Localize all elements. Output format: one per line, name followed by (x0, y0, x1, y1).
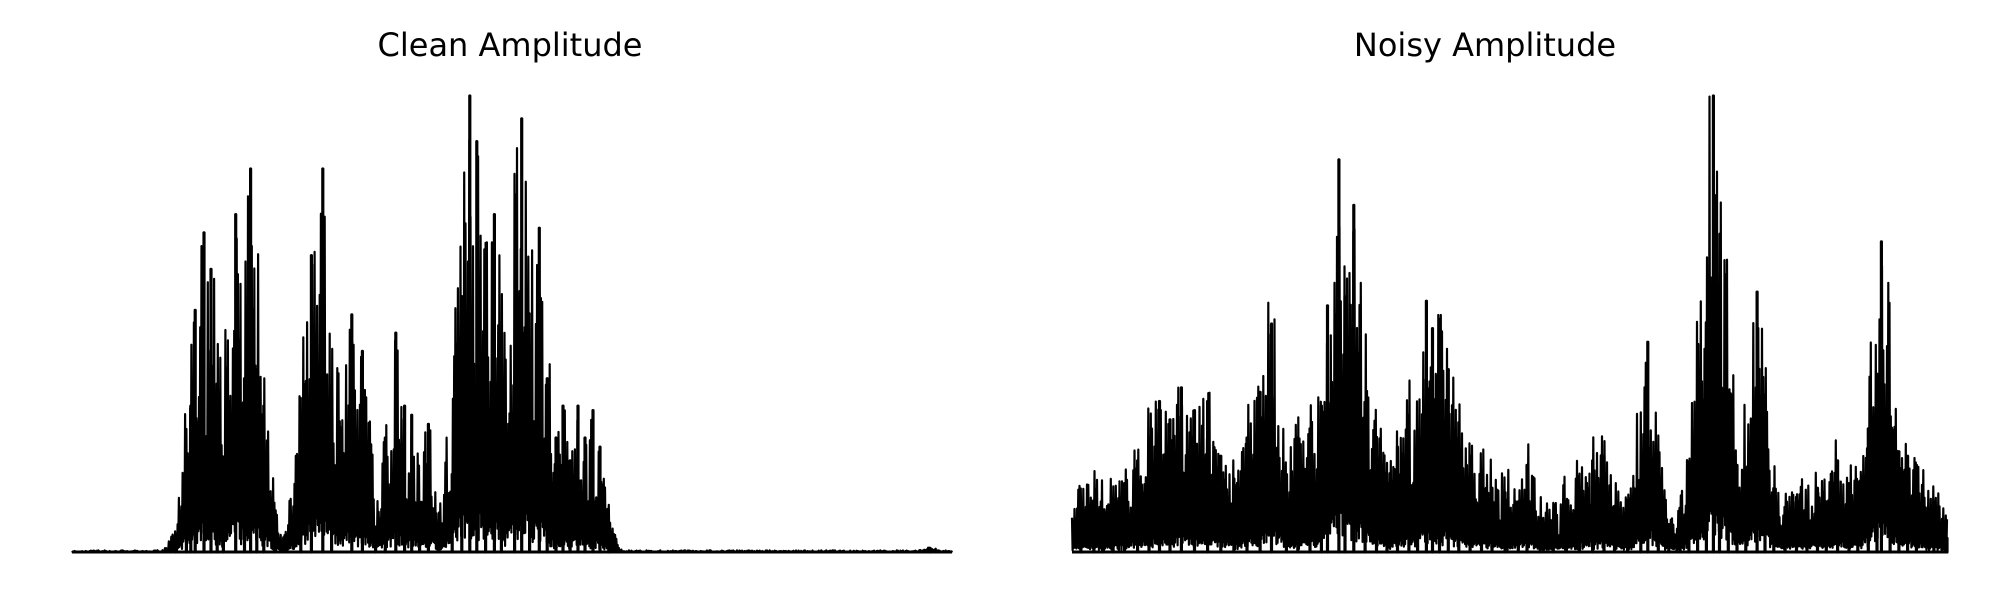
noisy-amplitude-panel: Noisy Amplitude (1000, 0, 2000, 600)
noisy-amplitude-title: Noisy Amplitude (1353, 26, 1617, 64)
clean-amplitude-plot (71, 94, 953, 554)
series-line (1070, 95, 1949, 552)
noisy-amplitude-plot (1070, 94, 1949, 554)
clean-amplitude-panel: Clean Amplitude (71, 26, 953, 554)
clean-amplitude-title: Clean Amplitude (377, 26, 643, 64)
